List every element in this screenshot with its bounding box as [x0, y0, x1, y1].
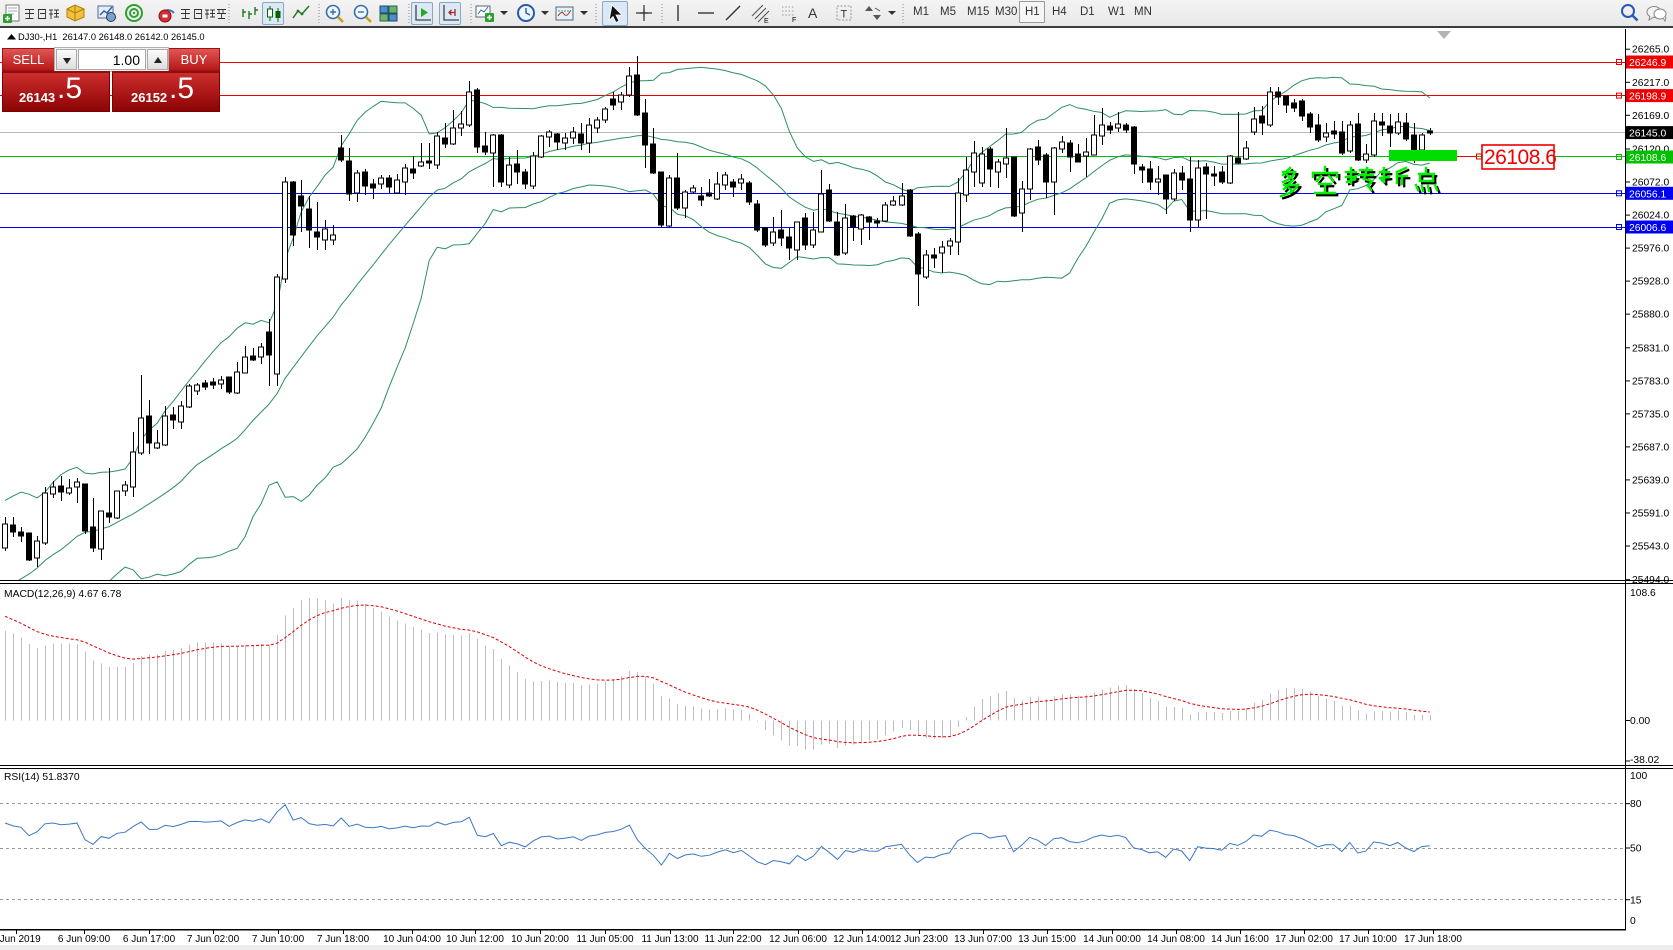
- svg-text:5 Jun 2019: 5 Jun 2019: [0, 934, 41, 945]
- svg-text:25494.0: 25494.0: [1632, 575, 1669, 586]
- svg-text:17 Jun 10:00: 17 Jun 10:00: [1339, 934, 1397, 945]
- svg-text:DJ30-,H1 26147.0 26148.0 2614: DJ30-,H1 26147.0 26148.0 26142.0 26145.0: [18, 32, 205, 42]
- svg-text:26120.0: 26120.0: [1632, 145, 1669, 156]
- svg-text:10 Jun 20:00: 10 Jun 20:00: [511, 934, 569, 945]
- svg-text:26072.0: 26072.0: [1632, 178, 1669, 189]
- svg-text:17 Jun 02:00: 17 Jun 02:00: [1275, 934, 1333, 945]
- svg-text:100: 100: [1630, 771, 1647, 782]
- svg-text:14 Jun 00:00: 14 Jun 00:00: [1083, 934, 1141, 945]
- svg-text:26108.6: 26108.6: [1629, 153, 1666, 164]
- svg-text:80: 80: [1630, 799, 1642, 810]
- svg-text:26006.6: 26006.6: [1629, 223, 1666, 234]
- svg-text:26169.0: 26169.0: [1632, 111, 1669, 122]
- svg-text:7 Jun 02:00: 7 Jun 02:00: [187, 934, 240, 945]
- svg-text:12 Jun 06:00: 12 Jun 06:00: [769, 934, 827, 945]
- svg-text:11 Jun 05:00: 11 Jun 05:00: [576, 934, 634, 945]
- svg-text:12 Jun 23:00: 12 Jun 23:00: [890, 934, 948, 945]
- svg-text:E: E: [764, 18, 769, 25]
- svg-text:25783.0: 25783.0: [1632, 376, 1669, 387]
- svg-text:26056.1: 26056.1: [1629, 189, 1666, 200]
- svg-text:7 Jun 10:00: 7 Jun 10:00: [252, 934, 305, 945]
- svg-text:26024.0: 26024.0: [1632, 211, 1669, 222]
- svg-text:17 Jun 18:00: 17 Jun 18:00: [1404, 934, 1462, 945]
- svg-text:50: 50: [1630, 844, 1642, 855]
- svg-text:25687.0: 25687.0: [1632, 442, 1669, 453]
- svg-text:26198.9: 26198.9: [1629, 92, 1666, 103]
- svg-text:25928.0: 25928.0: [1632, 277, 1669, 288]
- svg-text:T: T: [841, 9, 848, 21]
- svg-text:-38.02: -38.02: [1630, 755, 1659, 766]
- svg-text:13 Jun 07:00: 13 Jun 07:00: [954, 934, 1012, 945]
- svg-text:26145.0: 26145.0: [1629, 129, 1666, 140]
- svg-text:25976.0: 25976.0: [1632, 244, 1669, 255]
- svg-text:26108.6: 26108.6: [1484, 146, 1556, 169]
- svg-text:7 Jun 18:00: 7 Jun 18:00: [317, 934, 370, 945]
- svg-text:26265.0: 26265.0: [1632, 45, 1669, 56]
- svg-text:MACD(12,26,9) 4.67 6.78: MACD(12,26,9) 4.67 6.78: [4, 589, 122, 600]
- svg-text:6 Jun 17:00: 6 Jun 17:00: [123, 934, 176, 945]
- svg-text:10 Jun 12:00: 10 Jun 12:00: [446, 934, 504, 945]
- svg-text:13 Jun 15:00: 13 Jun 15:00: [1018, 934, 1076, 945]
- svg-text:14 Jun 16:00: 14 Jun 16:00: [1211, 934, 1269, 945]
- svg-text:0.00: 0.00: [1630, 716, 1650, 727]
- svg-text:108.6: 108.6: [1630, 588, 1656, 599]
- svg-text:6 Jun 09:00: 6 Jun 09:00: [58, 934, 111, 945]
- svg-text:26217.0: 26217.0: [1632, 78, 1669, 89]
- svg-text:RSI(14) 51.8370: RSI(14) 51.8370: [4, 772, 80, 783]
- svg-text:25735.0: 25735.0: [1632, 409, 1669, 420]
- svg-text:11 Jun 13:00: 11 Jun 13:00: [641, 934, 699, 945]
- svg-text:F: F: [792, 17, 796, 24]
- svg-text:26246.9: 26246.9: [1629, 58, 1666, 69]
- svg-text:11 Jun 22:00: 11 Jun 22:00: [704, 934, 762, 945]
- svg-text:25591.0: 25591.0: [1632, 509, 1669, 520]
- svg-text:25639.0: 25639.0: [1632, 475, 1669, 486]
- svg-text:14 Jun 08:00: 14 Jun 08:00: [1147, 934, 1205, 945]
- svg-text:15: 15: [1630, 896, 1642, 907]
- svg-text:0: 0: [1630, 916, 1636, 927]
- svg-text:10 Jun 04:00: 10 Jun 04:00: [383, 934, 441, 945]
- svg-text:25543.0: 25543.0: [1632, 542, 1669, 553]
- svg-text:12 Jun 14:00: 12 Jun 14:00: [833, 934, 891, 945]
- svg-text:25831.0: 25831.0: [1632, 343, 1669, 354]
- svg-text:25880.0: 25880.0: [1632, 310, 1669, 321]
